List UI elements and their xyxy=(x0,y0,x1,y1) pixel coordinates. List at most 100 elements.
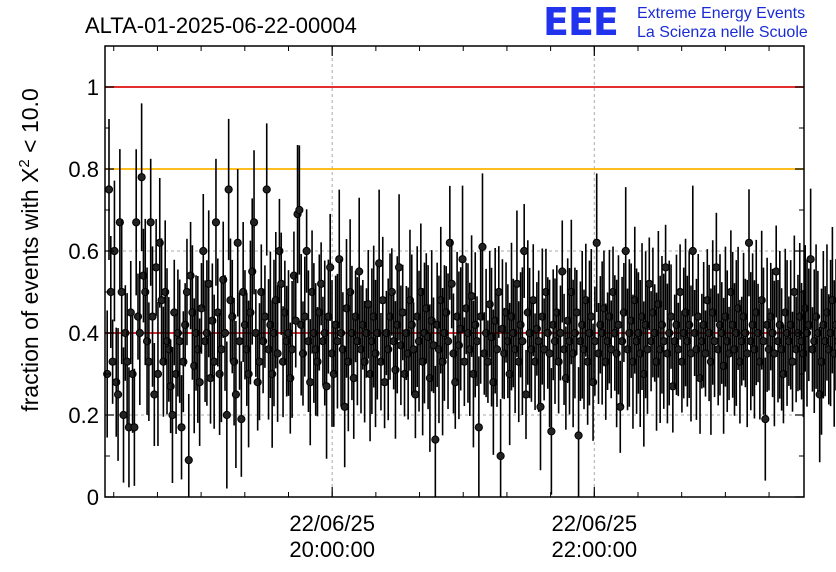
data-point xyxy=(273,349,282,358)
data-point xyxy=(184,456,193,465)
data-point xyxy=(113,390,123,399)
data-point xyxy=(574,431,583,440)
data-point xyxy=(306,378,315,387)
data-point xyxy=(556,328,565,338)
data-point xyxy=(492,345,502,354)
data-point xyxy=(378,296,387,305)
data-point xyxy=(211,218,221,227)
data-point xyxy=(295,205,304,215)
data-point xyxy=(220,328,230,338)
data-point xyxy=(529,296,538,305)
y-tick-label: 0.6 xyxy=(68,239,99,264)
data-point xyxy=(759,337,768,346)
data-point xyxy=(150,390,159,399)
data-point xyxy=(831,320,836,329)
data-point xyxy=(144,357,153,366)
data-point xyxy=(467,292,476,301)
y-tick-label: 0.8 xyxy=(68,157,99,182)
data-point xyxy=(168,410,177,420)
data-point xyxy=(743,349,752,358)
data-point xyxy=(137,173,146,182)
eee-logo-mark: EEE xyxy=(543,0,619,44)
eee-logo-text: Extreme Energy Events La Scienza nelle S… xyxy=(637,4,808,42)
data-point xyxy=(148,312,157,321)
data-point xyxy=(104,185,114,194)
data-point xyxy=(447,279,456,288)
data-point xyxy=(195,378,204,387)
data-point xyxy=(674,345,683,354)
y-axis-label-sup: 2 xyxy=(16,159,33,167)
data-point xyxy=(210,357,219,366)
y-tick-label: 0.2 xyxy=(68,403,99,428)
data-point xyxy=(458,255,467,264)
data-point xyxy=(288,345,297,354)
x-tick-label-date: 22/06/25 xyxy=(289,511,375,536)
data-point xyxy=(233,238,242,247)
data-point xyxy=(661,263,670,272)
data-point xyxy=(146,218,155,227)
data-points xyxy=(103,103,836,497)
data-point xyxy=(411,390,420,399)
data-point xyxy=(666,312,676,321)
x-tick-label-time: 22:00:00 xyxy=(551,537,637,562)
grid-layer xyxy=(105,46,804,498)
data-point xyxy=(659,337,668,346)
data-point xyxy=(291,316,300,325)
data-point xyxy=(614,320,623,329)
data-point xyxy=(204,279,213,288)
data-point xyxy=(621,246,630,256)
data-point xyxy=(199,246,208,256)
data-point xyxy=(175,337,184,346)
y-tick-label: 1 xyxy=(87,75,99,100)
data-point xyxy=(712,263,721,272)
data-point xyxy=(277,279,286,288)
eee-logo-line1: Extreme Energy Events xyxy=(637,5,806,22)
data-point xyxy=(340,402,349,411)
data-point xyxy=(472,337,482,346)
data-point xyxy=(177,423,186,432)
data-point xyxy=(302,246,311,256)
data-point xyxy=(770,349,779,358)
data-point xyxy=(520,246,529,256)
data-point xyxy=(761,415,770,424)
data-point xyxy=(688,246,697,256)
data-point xyxy=(260,312,270,321)
data-point xyxy=(710,337,719,346)
y-tick-label: 0 xyxy=(87,485,99,510)
data-point xyxy=(521,390,531,399)
data-point xyxy=(153,369,163,379)
eee-logo-line2: La Scienza nelle Scuole xyxy=(637,24,808,41)
data-point xyxy=(806,255,815,264)
data-point xyxy=(643,345,652,354)
data-point xyxy=(474,423,483,432)
data-point xyxy=(518,337,527,346)
data-point xyxy=(217,345,226,354)
data-point xyxy=(182,287,192,297)
data-point xyxy=(119,410,128,420)
data-point xyxy=(676,287,685,297)
data-point xyxy=(790,287,799,297)
data-point xyxy=(375,259,384,268)
data-point xyxy=(788,357,797,366)
data-point xyxy=(380,378,389,387)
data-point xyxy=(300,312,309,321)
data-point xyxy=(830,349,836,358)
data-point xyxy=(512,279,522,288)
data-point xyxy=(108,357,117,366)
y-axis-label: fraction of events with X2 < 10.0 xyxy=(16,88,43,412)
data-point xyxy=(262,185,271,194)
data-point xyxy=(558,267,567,276)
data-point xyxy=(572,308,581,317)
data-point xyxy=(355,267,364,276)
data-point xyxy=(496,451,505,461)
data-point xyxy=(483,357,493,366)
data-point xyxy=(494,287,503,297)
data-point xyxy=(249,218,259,227)
data-point xyxy=(326,263,335,272)
data-point xyxy=(394,263,404,272)
data-point xyxy=(772,267,781,276)
data-point xyxy=(152,263,161,272)
data-point xyxy=(590,337,599,346)
data-point xyxy=(443,337,453,346)
data-point xyxy=(132,218,141,227)
